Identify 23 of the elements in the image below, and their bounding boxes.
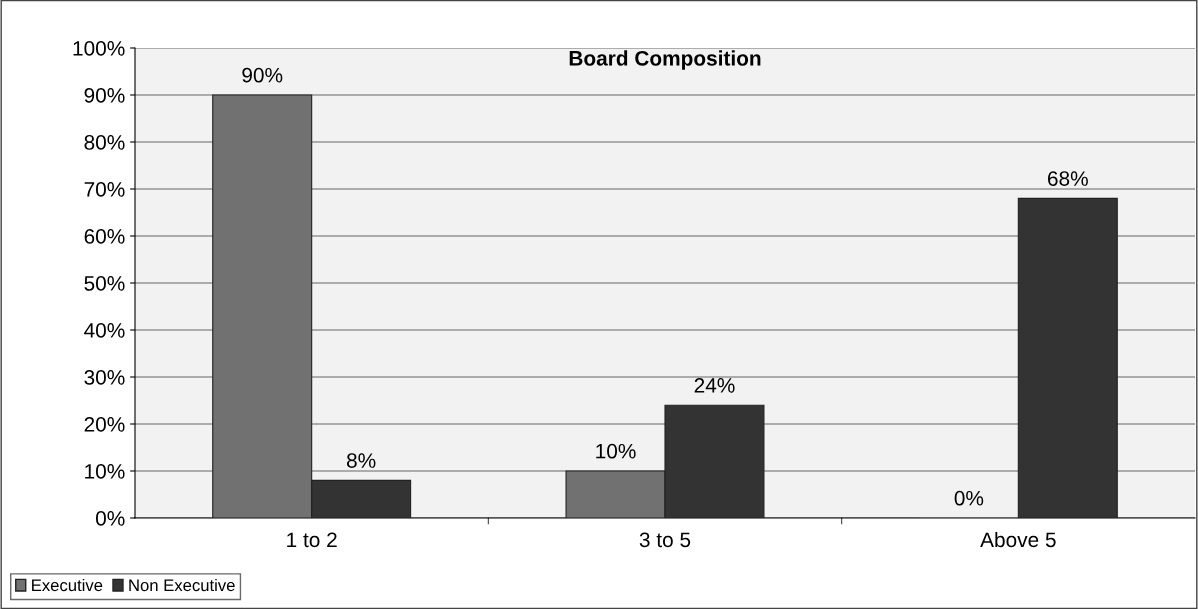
data-label: 68% [1048,171,1088,186]
chart-title: Board Composition [569,50,761,70]
y-tick-label: 80% [84,135,125,150]
y-tick-label: 0% [95,511,125,526]
data-label: 10% [596,443,636,459]
data-label: 24% [694,378,735,393]
y-tick-label: 20% [84,417,125,432]
y-tick-label: 100% [73,41,125,56]
x-tick-label: 1 to 2 [287,532,337,548]
x-tick-label: Above 5 [980,531,1056,548]
y-tick-label: 70% [84,182,125,197]
y-tick-label: 90% [84,88,125,103]
y-tick-label: 50% [84,276,125,291]
data-label: 8% [346,453,376,468]
y-tick-label: 60% [84,229,125,244]
data-label: 0% [954,490,984,506]
x-tick-label: 3 to 5 [639,532,691,548]
y-tick-label: 40% [84,323,125,338]
y-tick-label: 10% [85,464,125,479]
data-label: 90% [242,67,283,83]
legend-label: Non Executive [129,578,235,592]
legend-label: Executive [32,578,103,592]
y-tick-label: 30% [84,370,125,385]
